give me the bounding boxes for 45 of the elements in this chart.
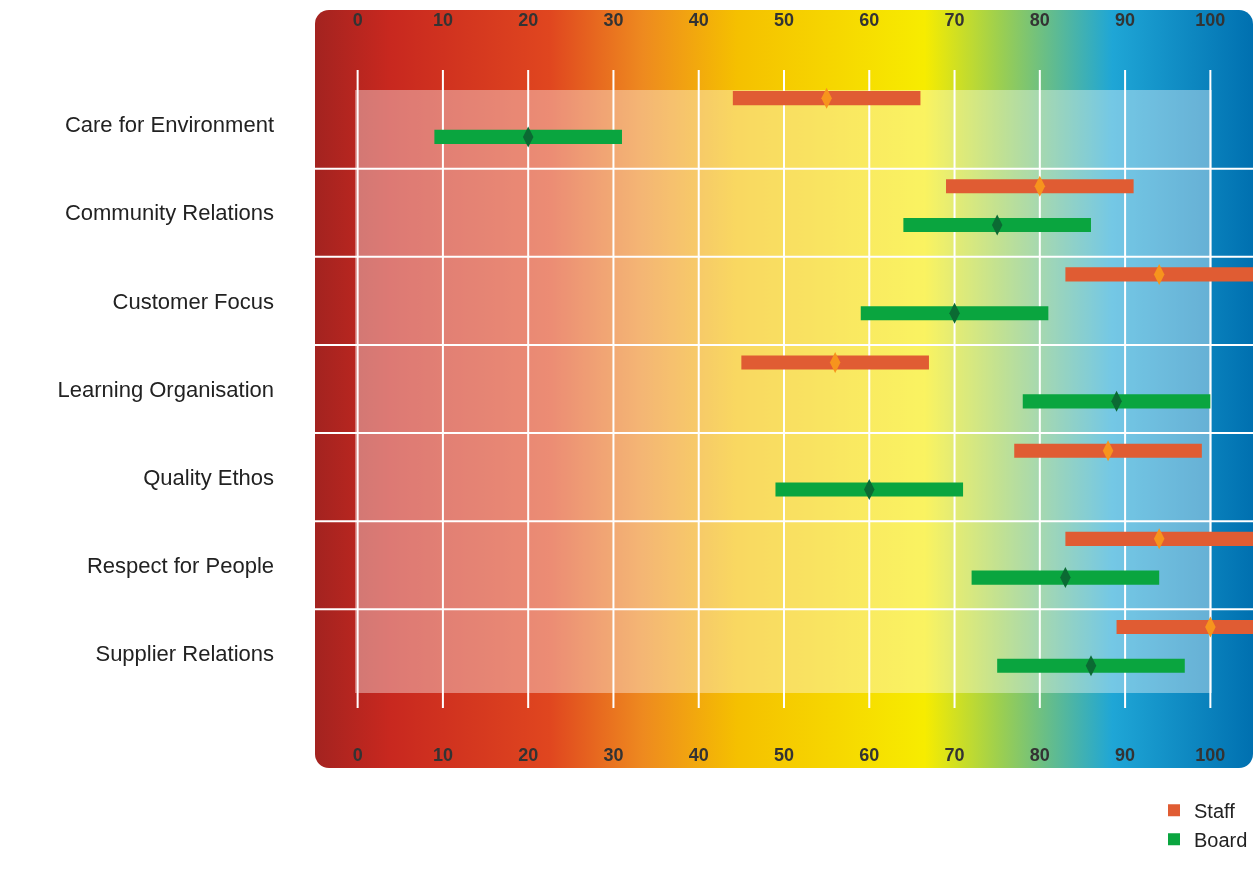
- x2-tick-label: 60: [859, 9, 880, 30]
- bar: [1014, 443, 1202, 458]
- bar: [434, 129, 622, 144]
- bar: [1065, 267, 1253, 282]
- x-tick-label: 90: [1115, 745, 1136, 766]
- x2-tick-label: 10: [432, 9, 453, 30]
- x-tick-label: 30: [603, 745, 624, 766]
- y-tick-label: Supplier Relations: [95, 641, 274, 667]
- y-tick-label: Quality Ethos: [143, 464, 274, 490]
- y-tick-label: Customer Focus: [112, 288, 274, 314]
- bar: [860, 306, 1049, 321]
- bar: [903, 218, 1091, 233]
- legend-label: Staff: [1194, 800, 1236, 823]
- x2-tick-label: 100: [1195, 9, 1226, 30]
- bar: [1022, 394, 1211, 409]
- x-tick-label: 50: [773, 745, 795, 766]
- bar: [1116, 619, 1253, 635]
- y-tick-label: Community Relations: [64, 200, 274, 226]
- x2-tick-label: 40: [688, 9, 709, 30]
- bar: [971, 570, 1160, 585]
- x2-tick-label: 50: [773, 9, 795, 30]
- y-tick-label: Respect for People: [86, 552, 274, 578]
- bar: [997, 658, 1185, 673]
- y-tick-label: Care for Environment: [64, 112, 274, 138]
- x-tick-label: 80: [1029, 745, 1050, 766]
- bar: [1065, 531, 1253, 546]
- x2-tick-label: 90: [1115, 9, 1136, 30]
- x2-tick-label: 0: [352, 9, 363, 30]
- x2-tick-label: 20: [518, 9, 539, 30]
- bar: [946, 179, 1134, 194]
- x-tick-label: 70: [944, 745, 965, 766]
- x-tick-label: 20: [518, 745, 539, 766]
- x-tick-label: 40: [688, 745, 709, 766]
- y-tick-label: Learning Organisation: [57, 376, 274, 402]
- x2-tick-label: 70: [944, 9, 965, 30]
- bar: [775, 482, 964, 497]
- x2-tick-label: 80: [1029, 9, 1050, 30]
- x-tick-label: 60: [859, 745, 880, 766]
- x-tick-label: 100: [1195, 745, 1226, 766]
- bar: [741, 355, 929, 370]
- legend-label: Board: [1194, 829, 1248, 852]
- x2-tick-label: 30: [603, 9, 624, 30]
- x-tick-label: 10: [432, 745, 453, 766]
- bar: [732, 91, 921, 106]
- x-tick-label: 0: [352, 745, 363, 766]
